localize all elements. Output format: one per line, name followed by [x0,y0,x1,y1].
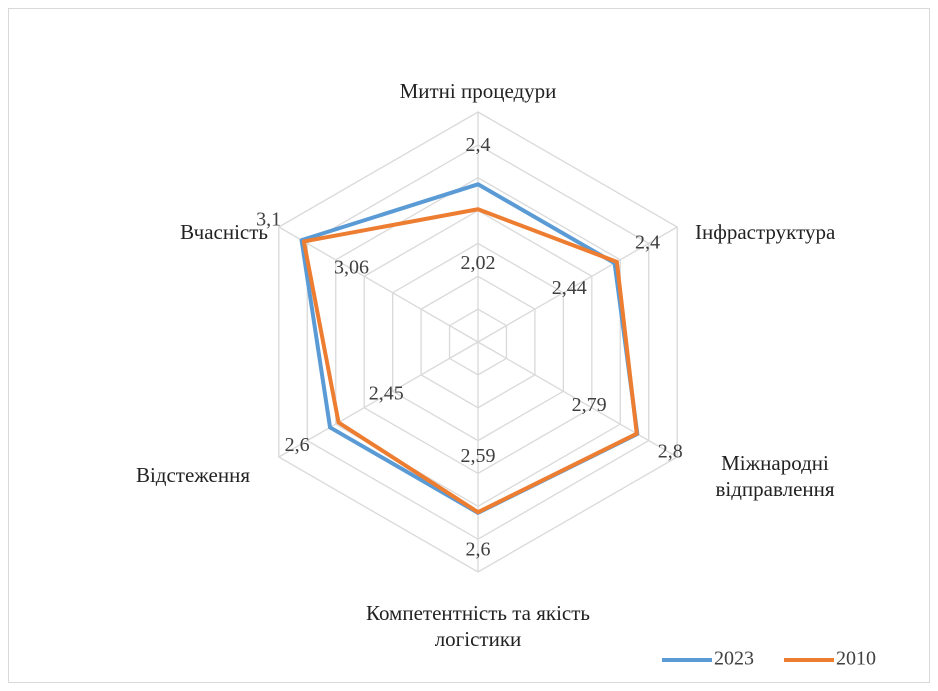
data-label: 2,8 [658,441,683,463]
category-label: Вчасність [180,220,268,244]
category-label: Відстеження [135,463,250,487]
data-label: 3,1 [256,209,281,231]
data-label: 2,4 [635,232,660,254]
data-label: 2,45 [369,383,404,405]
data-label: 2,6 [466,538,491,560]
category-label: Інфраструктура [695,220,836,244]
spoke [278,226,479,343]
spoke [477,341,678,458]
data-label: 3,06 [334,257,369,279]
category-label: Компетентність та якість логістики [366,601,590,651]
legend-label: 2023 [714,648,754,670]
data-label: 2,4 [466,134,491,156]
data-label: 2,44 [552,277,587,299]
data-label: 2,6 [285,434,310,456]
chart-border [8,8,930,683]
category-label: Міжнародні відправлення [715,451,835,501]
legend-label: 2010 [836,648,876,670]
spoke [477,226,678,343]
spoke [278,341,479,458]
data-label: 2,79 [572,394,607,416]
category-label: Митні процедури [399,79,557,103]
data-label: 2,02 [461,252,496,274]
data-label: 2,59 [461,445,496,467]
series-line [301,207,639,515]
